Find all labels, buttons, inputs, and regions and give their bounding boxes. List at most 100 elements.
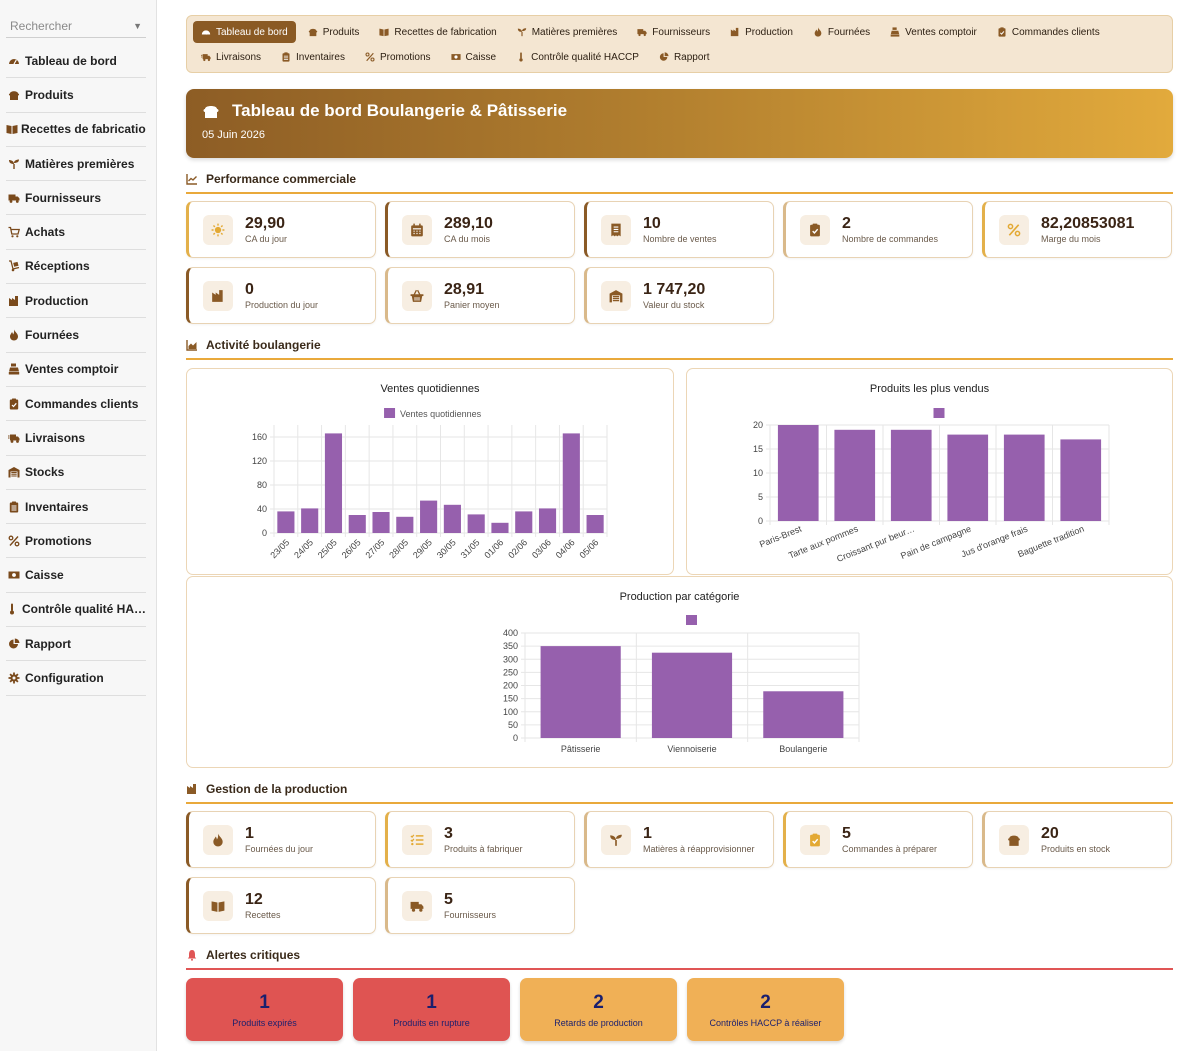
- sidebar-item-label: Stocks: [25, 465, 65, 480]
- chart-legend: [933, 408, 945, 418]
- x-tick-label: 25/05: [316, 537, 339, 560]
- y-tick-label: 80: [257, 480, 267, 490]
- sidebar: Rechercher ▼ Tableau de bord Produits Rece…: [0, 0, 157, 1051]
- sidebar-item-label: Ventes comptoir: [25, 362, 119, 377]
- sidebar-item[interactable]: Fournisseurs: [6, 181, 146, 216]
- stat-card: 1 747,20 Valeur du stock: [584, 267, 774, 324]
- search-select[interactable]: Rechercher ▼: [6, 14, 146, 38]
- tab-item[interactable]: Fournées: [805, 21, 878, 43]
- tab-label: Matières premières: [531, 26, 618, 38]
- stat-value: 1 747,20: [643, 281, 706, 298]
- sidebar-item-label: Recettes de fabrication: [21, 122, 146, 137]
- stat-card: 20 Produits en stock: [982, 811, 1172, 868]
- y-tick-label: 100: [503, 707, 518, 717]
- sidebar-item[interactable]: Produits: [6, 78, 146, 113]
- sidebar-item[interactable]: Fournées: [6, 318, 146, 353]
- sidebar-item[interactable]: Inventaires: [6, 490, 146, 525]
- tab-item[interactable]: Tableau de bord: [193, 21, 296, 43]
- sidebar-item[interactable]: Configuration: [6, 661, 146, 696]
- sidebar-item-label: Achats: [25, 225, 66, 240]
- alert-card[interactable]: 2 Contrôles HACCP à réaliser: [687, 978, 844, 1041]
- tab-label: Livraisons: [216, 51, 262, 63]
- industry-icon: [186, 783, 198, 795]
- stat-value: 5: [842, 825, 851, 842]
- dolly-icon: [6, 260, 22, 272]
- sidebar-item[interactable]: Stocks: [6, 456, 146, 490]
- sidebar-item[interactable]: Réceptions: [6, 250, 146, 285]
- alert-count: 1: [259, 991, 270, 1013]
- tab-item[interactable]: Fournisseurs: [629, 21, 718, 43]
- y-tick-label: 300: [503, 654, 518, 664]
- chart-pie-icon: [659, 52, 669, 62]
- chart-bar: [1003, 434, 1045, 521]
- chevron-down-icon: ▼: [133, 20, 142, 31]
- sidebar-item[interactable]: Production: [6, 284, 146, 319]
- stat-card: 10 Nombre de ventes: [584, 201, 774, 258]
- tab-item[interactable]: Recettes de fabrication: [371, 21, 504, 43]
- sidebar-item[interactable]: Commandes clients: [6, 387, 146, 422]
- stat-card: 82,20853081 Marge du mois: [982, 201, 1172, 258]
- tab-item[interactable]: Contrôle qualité HACCP: [508, 46, 647, 68]
- tab-item[interactable]: Production: [722, 21, 801, 43]
- chart-production-category: Production par catégorie 0 50 100 150 200 250…: [186, 576, 1173, 768]
- stat-label: Marge du mois: [1041, 234, 1101, 244]
- sidebar-item-label: Livraisons: [25, 430, 86, 445]
- y-tick-label: 250: [503, 667, 518, 677]
- tab-item[interactable]: Inventaires: [273, 46, 353, 68]
- alert-label: Produits en rupture: [393, 1017, 470, 1028]
- alert-card[interactable]: 1 Produits expirés: [186, 978, 343, 1041]
- stat-card: 289,10 CA du mois: [385, 201, 575, 258]
- seedling-icon: [6, 158, 22, 170]
- section-activity-title: Activité boulangerie: [206, 338, 321, 352]
- performance-cards: 29,90 CA du jour 289,10 CA du mois 10 Nombre …: [186, 201, 1173, 324]
- stat-card: 12 Recettes: [186, 877, 376, 934]
- sidebar-item[interactable]: Matières premières: [6, 147, 146, 182]
- x-tick-label: 27/05: [363, 537, 386, 560]
- x-tick-label: Boulangerie: [779, 744, 827, 754]
- x-tick-label: Viennoiserie: [667, 744, 716, 754]
- alert-card[interactable]: 2 Retards de production: [520, 978, 677, 1041]
- gear-icon: [6, 672, 22, 684]
- sidebar-item[interactable]: Ventes comptoir: [6, 353, 146, 387]
- chart-bar: [491, 522, 509, 533]
- tab-item[interactable]: Rapport: [651, 46, 718, 68]
- tab-label: Contrôle qualité HACCP: [531, 51, 639, 63]
- receipt-icon: [601, 214, 631, 245]
- sidebar-item[interactable]: Contrôle qualité HA…: [6, 593, 146, 628]
- truck-icon: [6, 192, 22, 204]
- stat-value: 289,10: [444, 215, 493, 232]
- alert-label: Retards de production: [554, 1017, 643, 1028]
- sidebar-item[interactable]: Achats: [6, 215, 146, 250]
- seedling-icon: [517, 27, 527, 37]
- sidebar-item[interactable]: Livraisons: [6, 421, 146, 456]
- tab-item[interactable]: Ventes comptoir: [882, 21, 985, 43]
- x-tick-label: 28/05: [387, 537, 410, 560]
- sidebar-item[interactable]: Recettes de fabrication: [6, 113, 146, 147]
- sidebar-item[interactable]: Promotions: [6, 524, 146, 559]
- chart-bar: [562, 433, 580, 533]
- bell-icon: [186, 949, 198, 961]
- tab-item[interactable]: Commandes clients: [989, 21, 1108, 43]
- chart-bar: [586, 515, 604, 533]
- sidebar-item[interactable]: Tableau de bord: [6, 44, 146, 79]
- chart-bar: [515, 511, 533, 533]
- tab-item[interactable]: Caisse: [443, 46, 505, 68]
- tab-item[interactable]: Livraisons: [193, 46, 269, 68]
- tab-item[interactable]: Promotions: [357, 46, 439, 68]
- sidebar-item-label: Promotions: [25, 533, 92, 548]
- sidebar-item-label: Fournisseurs: [25, 190, 102, 205]
- stat-label: Recettes: [245, 910, 281, 920]
- sidebar-item-label: Fournées: [25, 328, 80, 343]
- tab-item[interactable]: Matières premières: [509, 21, 626, 43]
- stat-value: 3: [444, 825, 453, 842]
- tab-label: Caisse: [465, 51, 497, 63]
- y-tick-label: 40: [257, 504, 267, 514]
- sidebar-item[interactable]: Caisse: [6, 558, 146, 593]
- stat-card: 5 Fournisseurs: [385, 877, 575, 934]
- sidebar-item-label: Production: [25, 293, 89, 308]
- tab-item[interactable]: Produits: [300, 21, 368, 43]
- chart-top-products: Produits les plus vendus 0 5 10 15 20 Paris-B…: [686, 368, 1173, 575]
- alert-card[interactable]: 1 Produits en rupture: [353, 978, 510, 1041]
- sidebar-item[interactable]: Rapport: [6, 627, 146, 662]
- tab-label: Tableau de bord: [216, 26, 288, 38]
